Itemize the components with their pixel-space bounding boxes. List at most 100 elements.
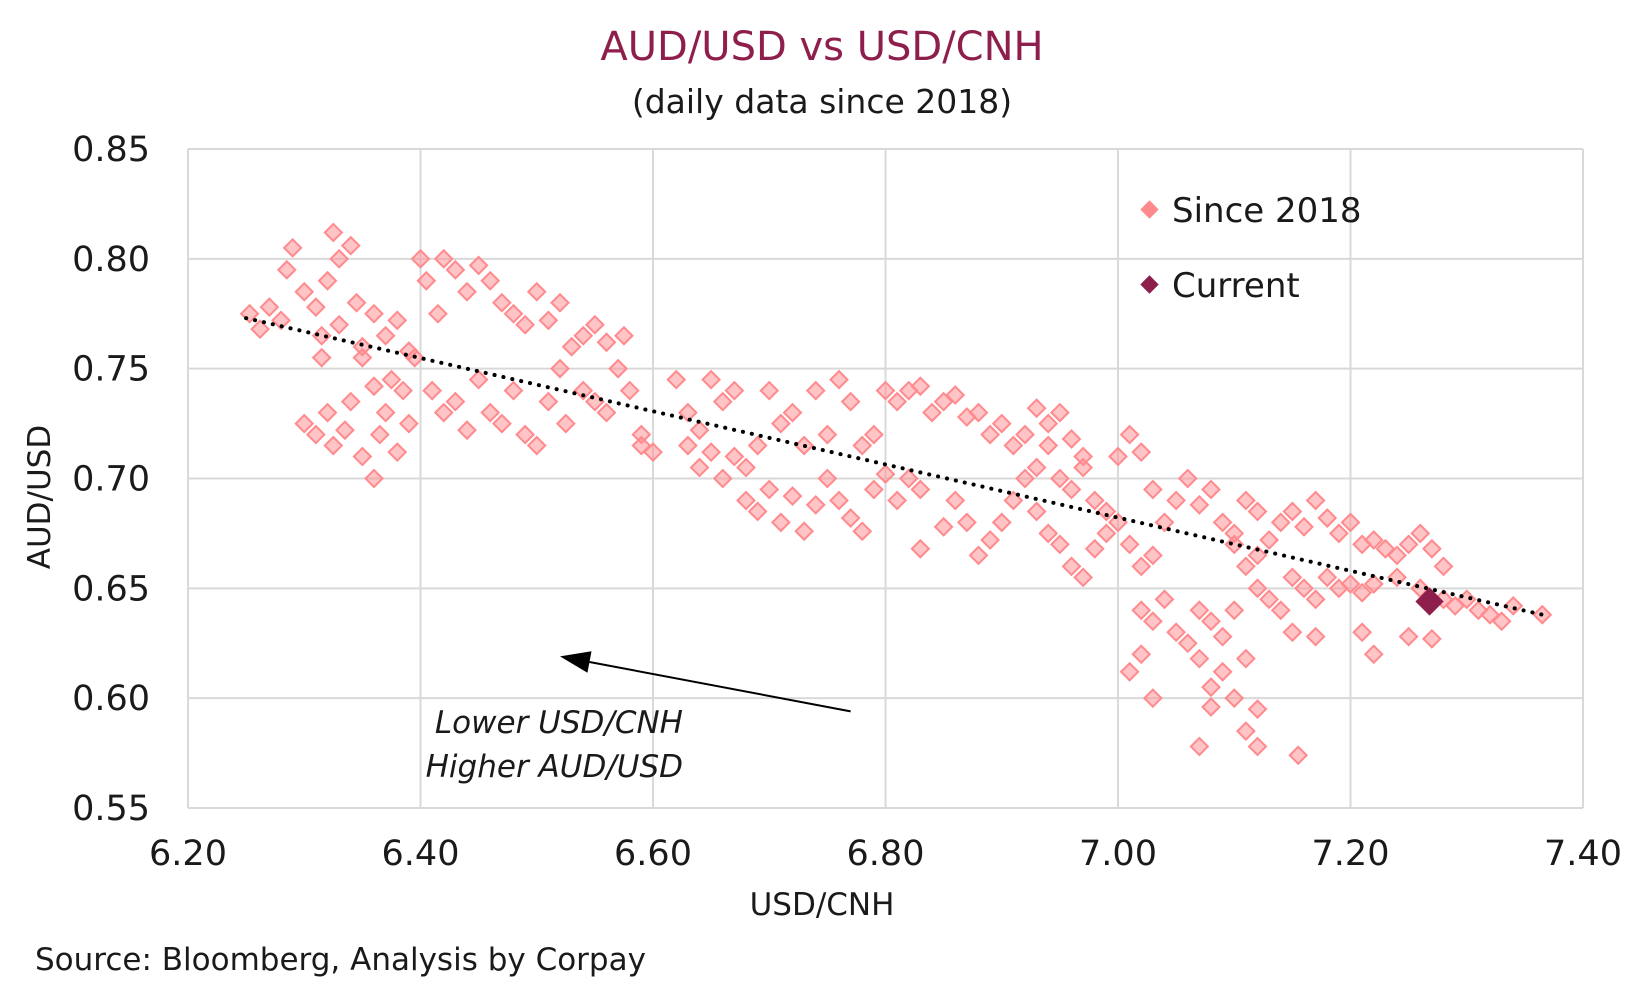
x-axis-title: USD/CNH [750, 887, 895, 923]
since-2018-point [1119, 424, 1140, 445]
since-2018-point [724, 380, 745, 401]
since-2018-point [759, 380, 780, 401]
since-2018-point [1119, 661, 1140, 682]
since-2018-point [515, 314, 536, 335]
since-2018-point [770, 512, 791, 533]
since-2018-point [1224, 534, 1245, 555]
since-2018-point [1142, 479, 1163, 500]
x-tick-label: 6.80 [847, 834, 925, 874]
since-2018-point [887, 490, 908, 511]
since-2018-point [584, 391, 605, 412]
since-2018-point [1131, 556, 1152, 577]
since-2018-point [1189, 494, 1210, 515]
since-2018-point [526, 281, 547, 302]
since-2018-point [1224, 688, 1245, 709]
since-2018-point [759, 479, 780, 500]
since-2018-point [387, 310, 408, 331]
since-2018-point [1433, 556, 1454, 577]
y-axis-ticks: 0.85 0.80 0.75 0.70 0.65 0.60 0.55 [72, 130, 150, 829]
chart-title: AUD/USD vs USD/CNH [600, 24, 1043, 70]
y-tick-label: 0.70 [72, 460, 150, 500]
since-2018-point [1015, 424, 1035, 445]
since-2018-point [364, 376, 384, 397]
since-2018-point [1201, 697, 1221, 717]
since-2018-point [945, 490, 966, 511]
since-2018-point [782, 486, 803, 506]
since-2018-point [1038, 523, 1059, 544]
chart-subtitle: (daily data since 2018) [632, 82, 1012, 121]
since-2018-point [311, 347, 332, 368]
since-2018-point [1247, 736, 1268, 757]
since-2018-point [1026, 457, 1047, 478]
y-tick-label: 0.65 [72, 569, 150, 609]
since-2018-point [1398, 626, 1419, 647]
source-note: Source: Bloomberg, Analysis by Corpay [35, 942, 646, 978]
since-2018-point [1108, 446, 1128, 467]
since-2018-point [1247, 501, 1268, 522]
x-tick-label: 7.00 [1079, 834, 1157, 874]
since-2018-point [364, 468, 384, 489]
since-2018-point [1317, 567, 1338, 588]
since-2018-point [875, 464, 896, 485]
current-point [1415, 587, 1444, 616]
since-2018-point [352, 347, 373, 368]
since-2018-point [457, 420, 477, 441]
since-2018-point [480, 402, 501, 423]
since-2018-point [428, 303, 448, 324]
since-2018-point [1247, 699, 1268, 720]
since-2018-point [1166, 490, 1187, 511]
since-2018-point [1247, 545, 1268, 566]
since-2018-point [1084, 490, 1105, 511]
since-2018-point [1282, 622, 1303, 643]
since-2018-point [457, 281, 477, 302]
since-2018-point [1096, 501, 1117, 522]
since-2018-point [991, 512, 1012, 533]
since-2018-point [1235, 648, 1256, 669]
since-2018-point [1212, 661, 1233, 682]
since-2018-point [1131, 442, 1152, 463]
since-2018-point [398, 413, 419, 434]
since-2018-point [1398, 534, 1419, 555]
since-2018-point [468, 255, 489, 276]
since-2018-point [689, 420, 710, 441]
since-2018-point [666, 369, 687, 390]
since-2018-point [991, 413, 1012, 434]
since-2018-point [1270, 600, 1291, 621]
annotation: Lower USD/CNH Higher AUD/USD [426, 651, 851, 785]
since-2018-point [829, 490, 849, 511]
since-2018-point [1003, 435, 1024, 456]
since-2018-point [1410, 523, 1431, 544]
since-2018-point [259, 297, 280, 318]
since-2018-point [1038, 413, 1059, 434]
since-2018-point [555, 413, 576, 434]
since-2018-point [1317, 508, 1338, 528]
since-2018-point [584, 314, 605, 335]
y-axis-title: AUD/USD [22, 425, 58, 569]
current-series [1415, 587, 1444, 616]
since-2018-point [852, 521, 873, 542]
since-2018-series [239, 222, 1553, 766]
since-2018-point [1363, 574, 1384, 594]
since-2018-point [980, 530, 1001, 550]
since-2018-point [1421, 628, 1442, 649]
since-2018-point [515, 424, 536, 445]
x-tick-label: 7.40 [1544, 834, 1622, 874]
since-2018-point [840, 391, 861, 412]
since-2018-point [305, 424, 326, 445]
since-2018-point [573, 380, 594, 401]
since-2018-point [526, 435, 547, 456]
since-2018-point [1294, 516, 1314, 537]
since-2018-point [323, 435, 344, 456]
since-2018-point [276, 259, 297, 280]
since-2018-point [491, 413, 512, 434]
since-2018-point [375, 402, 396, 423]
since-2018-point [863, 479, 884, 500]
since-2018-point [1049, 534, 1070, 555]
since-2018-point [491, 292, 512, 313]
since-2018-point [1049, 402, 1070, 423]
since-2018-point [840, 508, 861, 528]
since-2018-point [561, 336, 582, 357]
since-2018-point [323, 222, 344, 243]
since-2018-point [701, 369, 722, 390]
since-2018-point [381, 369, 402, 390]
